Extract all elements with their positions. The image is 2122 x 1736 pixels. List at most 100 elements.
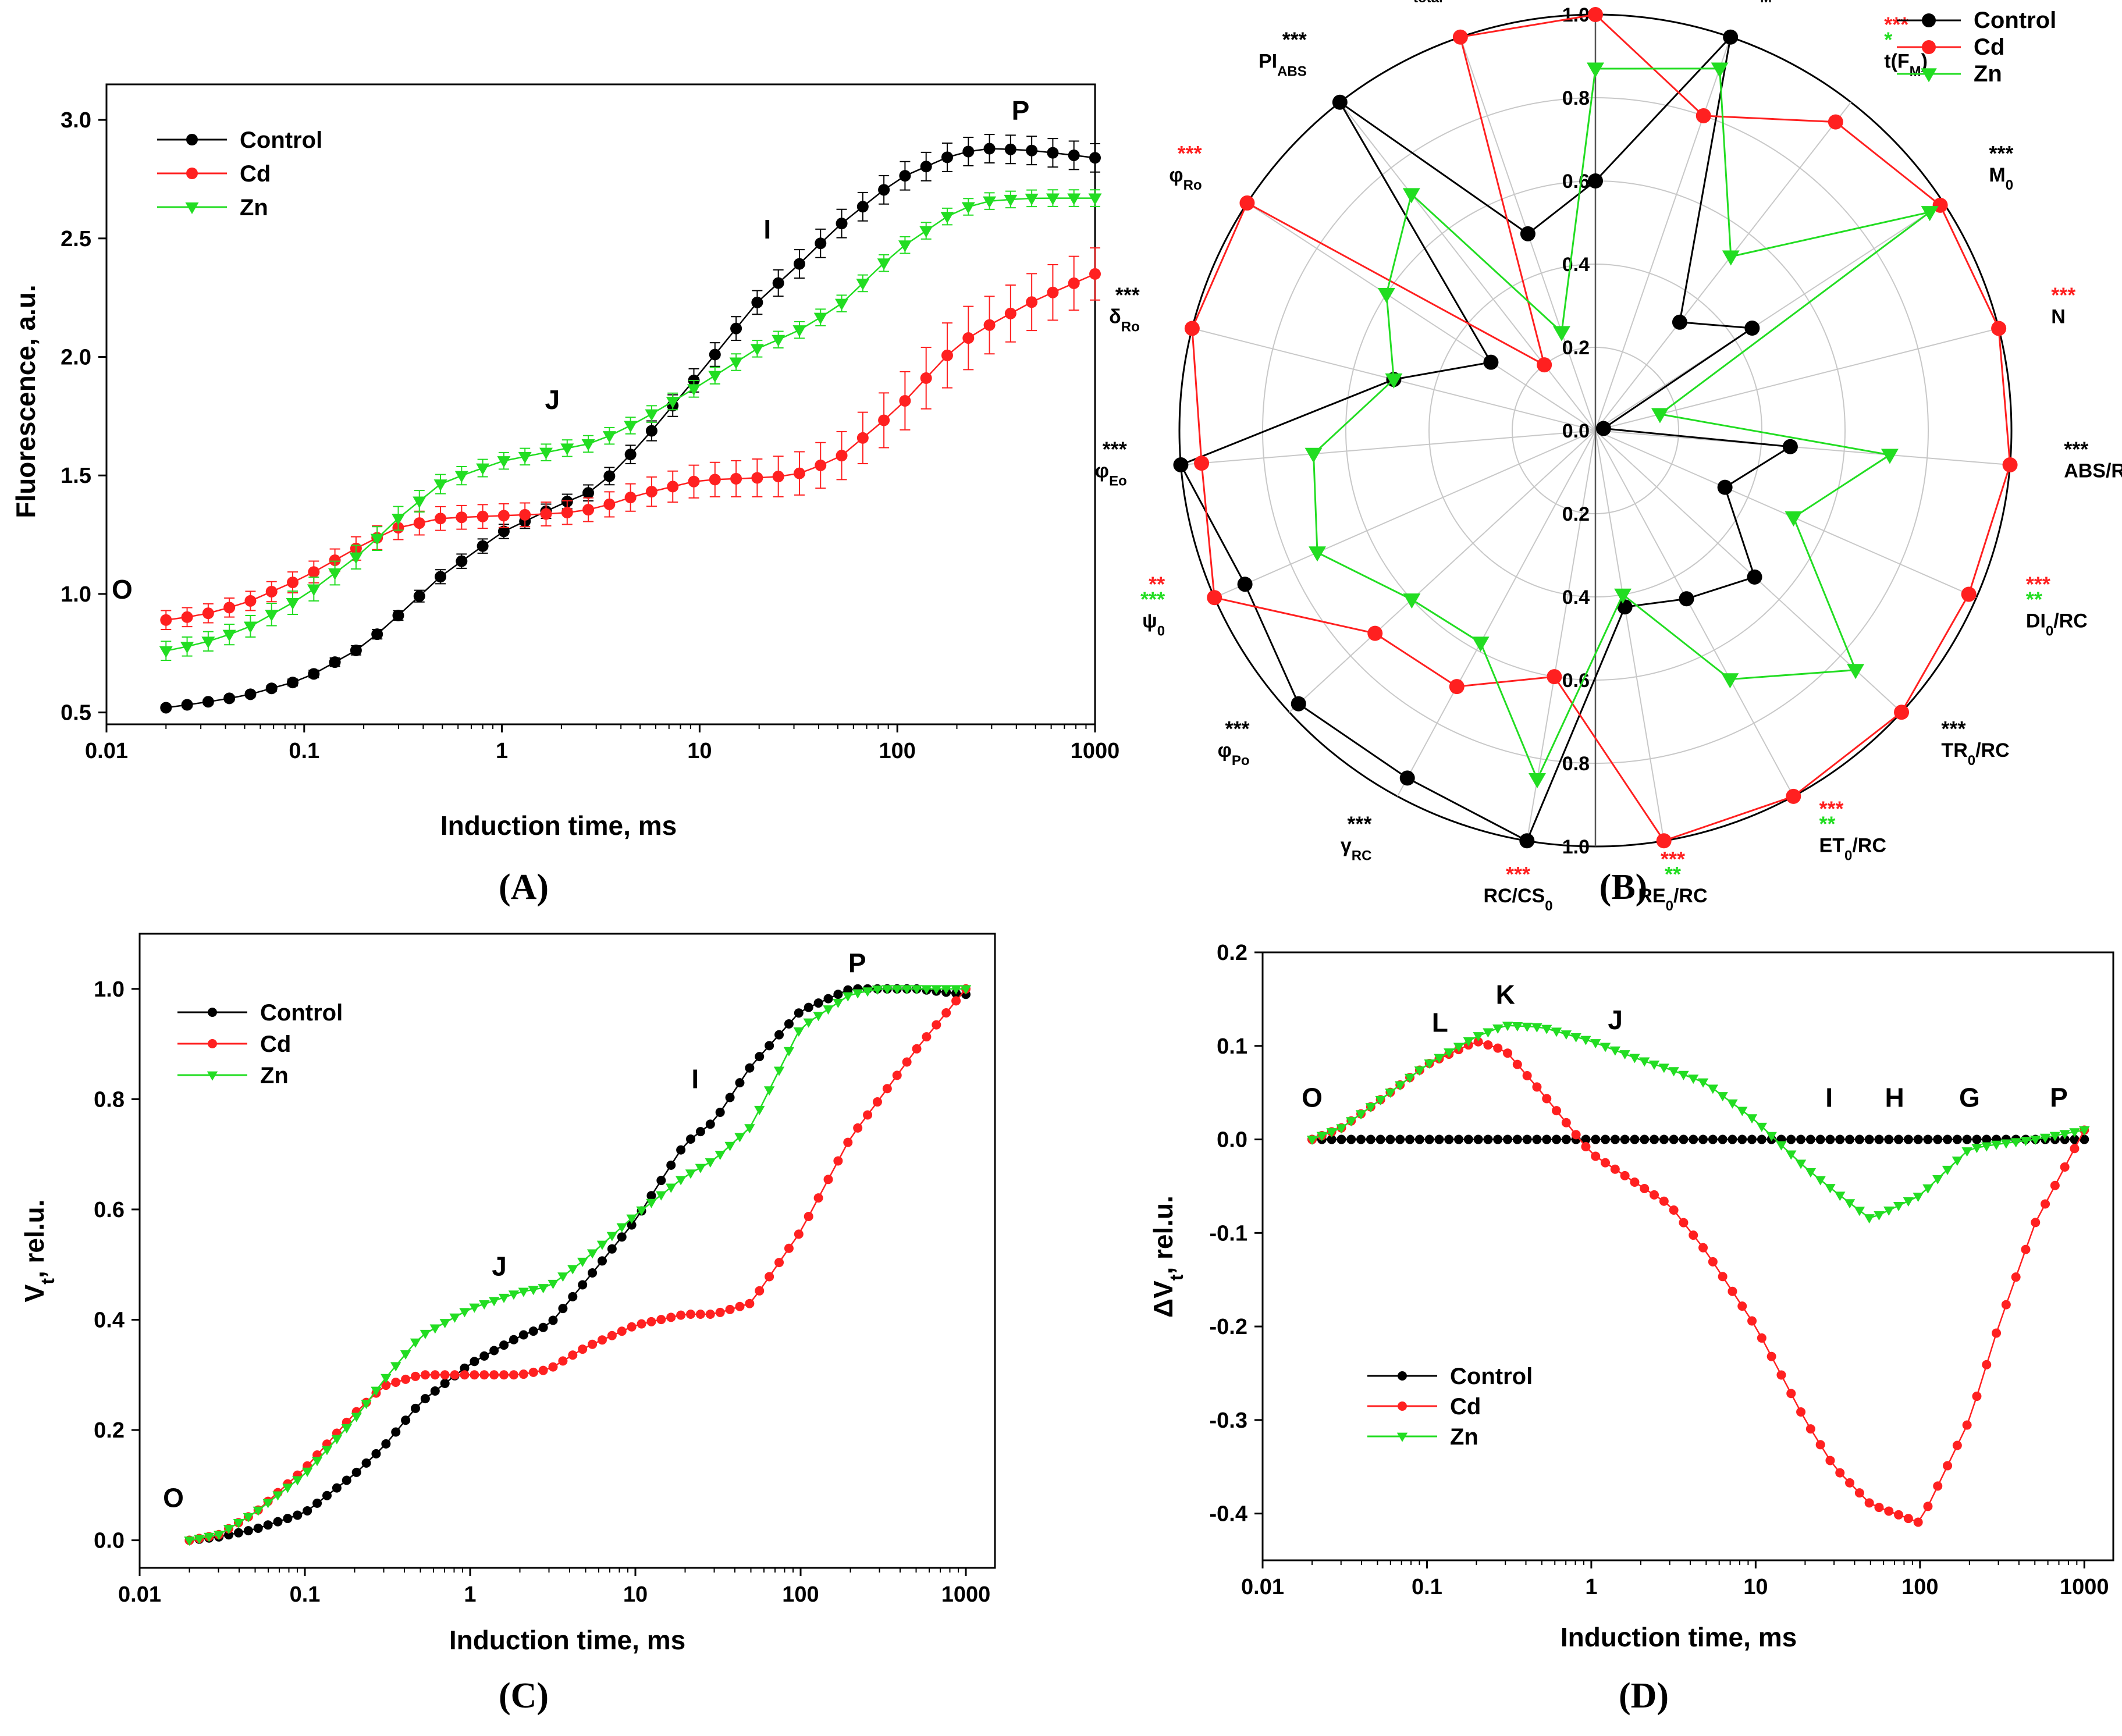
point-cd xyxy=(745,1299,755,1308)
radar-tick-label: 0.2 xyxy=(1562,337,1590,359)
point-zn xyxy=(950,985,962,995)
y-tick-label: -0.1 xyxy=(1210,1221,1247,1246)
point-zn xyxy=(1609,1046,1621,1056)
significance-stars: ** xyxy=(1149,572,1165,596)
point-control xyxy=(2080,1134,2089,1144)
point-zn xyxy=(1502,1022,1513,1031)
point-zn xyxy=(1795,1159,1807,1169)
point-control xyxy=(1004,143,1016,155)
point-control xyxy=(489,1346,499,1356)
point-cd xyxy=(941,1008,951,1018)
point-zn xyxy=(602,431,616,443)
y-tick-label: 2.5 xyxy=(61,227,91,251)
radar-axis-label-sub: RC xyxy=(1352,848,1372,863)
point-zn xyxy=(391,513,405,525)
point-control xyxy=(607,1244,617,1254)
series-zn xyxy=(159,189,1102,661)
point-cd xyxy=(420,1370,430,1380)
point-zn xyxy=(233,1518,244,1528)
radar-point-control xyxy=(1332,94,1348,110)
point-cd xyxy=(1952,1440,1962,1450)
point-control xyxy=(181,699,193,711)
point-cd xyxy=(793,467,805,479)
point-control xyxy=(709,348,721,361)
significance-stars: *** xyxy=(2026,572,2050,596)
point-control xyxy=(676,1145,686,1155)
point-control xyxy=(666,1160,676,1170)
point-zn xyxy=(2020,1137,2031,1147)
point-cd xyxy=(1640,1184,1650,1194)
y-tick-label: 1.0 xyxy=(61,582,91,607)
point-zn xyxy=(1932,1175,1943,1184)
point-control xyxy=(350,644,362,656)
point-zn xyxy=(1046,193,1060,205)
point-cd xyxy=(688,475,700,488)
legend-marker-cd xyxy=(1398,1401,1407,1411)
point-cd xyxy=(497,510,510,522)
point-control xyxy=(1952,1134,1962,1144)
x-tick-label: 10 xyxy=(623,1582,648,1607)
point-zn xyxy=(1697,1078,1709,1088)
radar-axis-label: φPo xyxy=(1218,739,1250,769)
radar-point-zn xyxy=(1587,62,1604,78)
radar-point-zn xyxy=(1471,636,1490,652)
radar-point-control xyxy=(1399,770,1415,786)
point-control xyxy=(1747,1134,1757,1144)
line-cd xyxy=(1311,1041,2085,1524)
radar-point-control xyxy=(1173,457,1189,473)
significance-stars: * xyxy=(1884,27,1892,51)
point-zn xyxy=(321,1446,333,1456)
point-cd xyxy=(1737,1301,1747,1311)
point-zn xyxy=(577,1257,588,1267)
point-control xyxy=(253,1523,263,1533)
point-zn xyxy=(538,1284,549,1294)
point-control xyxy=(1414,1134,1424,1144)
point-control xyxy=(1532,1134,1542,1144)
radar-point-cd xyxy=(1696,108,1711,123)
point-zn xyxy=(328,568,342,581)
point-zn xyxy=(2059,1130,2070,1140)
radar-point-zn xyxy=(1711,62,1729,78)
point-cd xyxy=(588,1339,598,1349)
legend: Control Cd Zn xyxy=(1367,1364,1533,1450)
point-control xyxy=(603,470,616,482)
point-zn xyxy=(872,986,883,995)
point-cd xyxy=(941,349,953,361)
radar-point-zn xyxy=(1553,326,1570,341)
x-tick-label: 100 xyxy=(1901,1575,1938,1599)
significance-stars: *** xyxy=(1661,847,1685,871)
point-control xyxy=(371,1449,381,1458)
point-zn xyxy=(1844,1199,1856,1209)
point-zn xyxy=(1561,1030,1572,1040)
point-zn xyxy=(1326,1128,1337,1138)
point-zn xyxy=(833,998,844,1008)
point-zn xyxy=(961,202,975,214)
point-zn xyxy=(763,1086,775,1096)
point-zn xyxy=(1756,1122,1768,1132)
point-zn xyxy=(856,278,870,290)
radar-axis-label: ABS/RC xyxy=(2064,460,2122,482)
y-tick-label: 1.5 xyxy=(61,464,91,488)
radar-axis-label: FM xyxy=(1748,0,1772,5)
point-control xyxy=(804,1002,813,1012)
point-cd xyxy=(518,1369,528,1379)
point-zn xyxy=(1874,1211,1885,1221)
point-control xyxy=(1463,1134,1473,1144)
point-zn xyxy=(201,636,215,649)
legend-label-cd: Cd xyxy=(240,161,271,187)
point-cd xyxy=(479,1370,489,1380)
point-control xyxy=(342,1475,351,1485)
y-axis-title-sub: t xyxy=(37,1278,58,1285)
point-zn xyxy=(410,1338,421,1348)
radar-tick-label: 1.0 xyxy=(1562,836,1590,858)
radar-spoke xyxy=(1595,102,1851,431)
point-zn xyxy=(459,1308,470,1318)
radar-spoke xyxy=(1526,430,1596,841)
radar-axis-label-main: N xyxy=(2051,306,2066,328)
x-axis-title: Induction time, ms xyxy=(1561,1622,1797,1652)
point-cd xyxy=(624,492,637,504)
point-zn xyxy=(729,357,743,369)
point-zn xyxy=(420,1329,431,1339)
radar-point-zn xyxy=(1881,449,1899,464)
radar-point-zn xyxy=(1305,447,1323,463)
